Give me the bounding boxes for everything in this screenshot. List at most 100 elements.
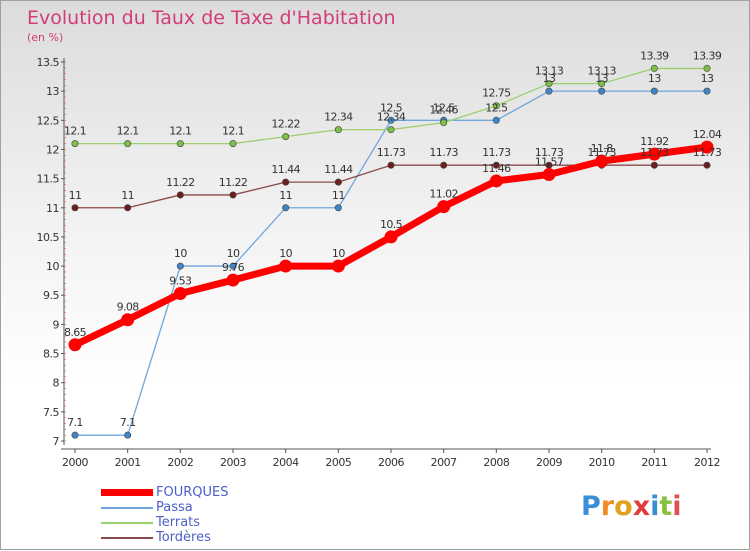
data-point-tord-res xyxy=(650,161,658,169)
y-tick-label: 12 xyxy=(46,143,59,156)
logo-letter: t xyxy=(659,491,673,522)
data-point-fourques xyxy=(437,200,451,214)
legend-swatch xyxy=(101,507,153,509)
data-label-terrats: 12.22 xyxy=(271,118,300,131)
data-point-passa xyxy=(545,87,553,95)
data-label-terrats: 12.1 xyxy=(222,125,244,138)
data-label-fourques: 9.53 xyxy=(169,274,192,287)
data-point-passa xyxy=(124,431,132,439)
data-label-fourques: 9.76 xyxy=(222,261,245,274)
y-tick-label: 11 xyxy=(46,202,59,215)
data-label-passa: 13 xyxy=(701,72,714,85)
data-point-passa xyxy=(598,87,606,95)
data-label-passa: 10 xyxy=(227,247,240,260)
y-axis-unit-label: (en %) xyxy=(27,31,64,44)
legend-swatch xyxy=(101,537,153,539)
data-label-terrats: 13.39 xyxy=(640,49,669,62)
logo-letter: i xyxy=(650,491,660,522)
x-tick-label: 2006 xyxy=(378,456,404,469)
data-label-tord-res: 11.73 xyxy=(535,146,564,159)
legend-swatch xyxy=(101,489,153,496)
legend-label: Tordères xyxy=(156,530,211,545)
data-label-passa: 11 xyxy=(279,189,292,202)
data-point-tord-res xyxy=(282,178,290,186)
x-tick-label: 2002 xyxy=(167,456,193,469)
data-label-terrats: 12.34 xyxy=(324,111,353,124)
data-label-passa: 13 xyxy=(595,72,608,85)
data-label-tord-res: 11.22 xyxy=(166,176,195,189)
data-point-terrats xyxy=(650,64,658,72)
data-label-tord-res: 11.22 xyxy=(219,176,248,189)
data-label-tord-res: 11.73 xyxy=(693,146,722,159)
data-point-passa xyxy=(229,262,237,270)
data-point-tord-res xyxy=(334,178,342,186)
data-label-tord-res: 11 xyxy=(121,189,134,202)
data-point-terrats xyxy=(703,64,711,72)
data-point-passa xyxy=(334,204,342,212)
data-point-passa xyxy=(176,262,184,270)
x-tick-label: 2003 xyxy=(220,456,246,469)
data-label-fourques: 10 xyxy=(279,247,292,260)
data-point-tord-res xyxy=(124,204,132,212)
data-point-fourques xyxy=(173,286,187,300)
data-label-passa: 12.5 xyxy=(433,101,456,114)
y-tick-label: 9.5 xyxy=(43,289,59,302)
x-tick-label: 2001 xyxy=(115,456,141,469)
y-tick-label: 11.5 xyxy=(37,173,60,186)
data-label-terrats: 12.1 xyxy=(169,125,191,138)
y-tick-label: 13.5 xyxy=(37,56,60,69)
legend-swatch xyxy=(101,522,153,524)
data-label-terrats: 13.13 xyxy=(587,65,616,78)
data-label-tord-res: 11.44 xyxy=(271,163,300,176)
data-point-terrats xyxy=(492,102,500,110)
data-label-passa: 7.1 xyxy=(67,416,83,429)
data-label-fourques: 11.02 xyxy=(429,188,458,201)
data-point-terrats xyxy=(229,140,237,148)
data-point-passa xyxy=(703,87,711,95)
data-label-passa: 13 xyxy=(543,72,556,85)
data-label-tord-res: 11 xyxy=(69,189,82,202)
y-tick-label: 12.5 xyxy=(37,114,60,127)
data-point-fourques xyxy=(226,273,240,287)
data-point-tord-res xyxy=(703,161,711,169)
x-tick-label: 2007 xyxy=(431,456,457,469)
data-label-tord-res: 11.73 xyxy=(640,146,669,159)
data-label-tord-res: 11.44 xyxy=(324,163,353,176)
data-point-terrats xyxy=(282,133,290,141)
data-label-tord-res: 11.73 xyxy=(377,146,406,159)
legend-label: Passa xyxy=(156,500,193,515)
data-label-terrats: 12.34 xyxy=(377,111,406,124)
data-label-terrats: 12.1 xyxy=(117,125,139,138)
data-point-fourques xyxy=(68,338,82,352)
y-tick-label: 8.5 xyxy=(43,348,59,361)
y-tick-label: 10 xyxy=(46,260,59,273)
logo-letter: i xyxy=(672,491,682,522)
data-point-tord-res xyxy=(229,191,237,199)
y-tick-label: 7 xyxy=(53,435,60,448)
x-tick-label: 2012 xyxy=(694,456,720,469)
x-tick-label: 2009 xyxy=(536,456,562,469)
y-tick-label: 13 xyxy=(46,85,59,98)
data-point-tord-res xyxy=(387,161,395,169)
data-label-fourques: 10 xyxy=(332,247,345,260)
data-point-terrats xyxy=(598,80,606,88)
data-point-fourques xyxy=(121,313,135,327)
logo-letter: P xyxy=(581,491,601,522)
data-label-passa: 12.5 xyxy=(485,101,508,114)
logo-letter: x xyxy=(632,491,651,522)
data-label-terrats: 12.46 xyxy=(429,104,458,117)
y-tick-label: 7.5 xyxy=(43,406,59,419)
data-label-terrats: 13.13 xyxy=(535,65,564,78)
data-label-passa: 13 xyxy=(648,72,661,85)
data-point-fourques xyxy=(647,147,661,161)
data-point-terrats xyxy=(387,126,395,134)
x-tick-label: 2005 xyxy=(325,456,351,469)
data-label-tord-res: 11.73 xyxy=(482,146,511,159)
logo-letter: o xyxy=(614,491,633,522)
y-tick-label: 8 xyxy=(53,377,60,390)
data-point-terrats xyxy=(545,80,553,88)
data-point-tord-res xyxy=(71,204,79,212)
data-label-passa: 11 xyxy=(332,189,345,202)
